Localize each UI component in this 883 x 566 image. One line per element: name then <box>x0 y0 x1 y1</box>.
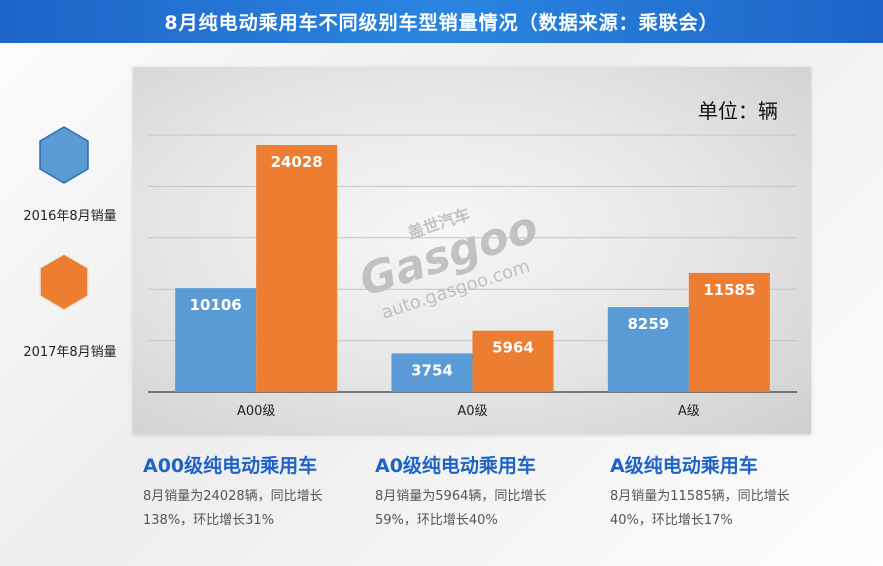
data-label: 10106 <box>190 296 242 314</box>
bar-A级-0 <box>607 307 689 392</box>
page-title: 8月纯电动乘用车不同级别车型销量情况（数据来源：乘联会） <box>0 0 883 43</box>
legend-label-2016: 2016年8月销量 <box>23 209 117 224</box>
bar-A0级-0 <box>391 353 473 392</box>
bar-A级-1 <box>688 272 770 392</box>
legend-swatch-2017 <box>39 253 89 311</box>
bar-A00级-1 <box>256 144 338 392</box>
x-tick-label: A级 <box>678 404 700 419</box>
x-tick-label: A00级 <box>237 404 275 419</box>
data-label: 5964 <box>492 339 534 357</box>
data-label: 3754 <box>411 361 453 379</box>
summary-desc-a: 8月销量为11585辆，同比增长40%，环比增长17% <box>610 489 790 528</box>
data-label: 8259 <box>627 315 669 333</box>
bar-A0级-1 <box>472 330 554 392</box>
summary-title-a0: A0级纯电动乘用车 <box>375 455 536 477</box>
summary-desc-a00: 8月销量为24028辆，同比增长138%，环比增长31% <box>143 489 323 528</box>
legend-swatch-2016 <box>39 126 89 184</box>
unit-label: 单位：辆 <box>698 99 778 123</box>
summary-title-a: A级纯电动乘用车 <box>610 455 758 477</box>
summary-desc-a0: 8月销量为5964辆，同比增长59%，环比增长40% <box>375 489 547 528</box>
x-tick-label: A0级 <box>457 404 487 419</box>
data-label: 11585 <box>703 281 755 299</box>
data-label: 24028 <box>271 153 323 171</box>
bar-A00级-0 <box>175 288 257 392</box>
summary-title-a00: A00级纯电动乘用车 <box>143 455 318 477</box>
legend-label-2017: 2017年8月销量 <box>23 345 117 360</box>
